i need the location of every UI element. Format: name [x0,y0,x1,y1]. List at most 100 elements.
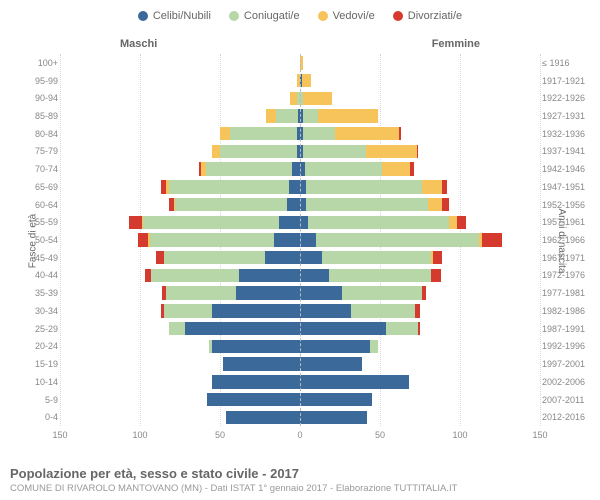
age-label: 35-39 [18,288,58,298]
x-tick-label: 100 [132,430,147,440]
age-label: 15-19 [18,359,58,369]
male-bar [156,251,300,264]
age-label: 40-44 [18,270,58,280]
age-label: 30-34 [18,306,58,316]
legend-swatch [138,11,148,21]
bar-segment [431,269,441,282]
birth-year-label: 1977-1981 [542,288,598,298]
male-bar [220,127,300,140]
bar-segment [370,340,378,353]
x-tick-label: 100 [452,430,467,440]
bar-segment [303,145,365,158]
birth-year-label: 1922-1926 [542,93,598,103]
female-bar [300,286,426,299]
bar-segment [292,162,300,175]
bar-segment [300,216,308,229]
bar-segment [287,198,300,211]
legend-label: Coniugati/e [244,10,300,22]
age-label: 95-99 [18,76,58,86]
birth-year-label: 1987-1991 [542,324,598,334]
bar-segment [220,145,297,158]
bar-segment [212,375,300,388]
bar-segment [449,216,457,229]
age-label: 100+ [18,58,58,68]
bar-segment [300,411,367,424]
age-label: 55-59 [18,217,58,227]
legend-item: Divorziati/e [393,10,462,22]
age-label: 60-64 [18,200,58,210]
female-bar [300,198,449,211]
bar-segment [169,322,185,335]
birth-year-label: 1957-1961 [542,217,598,227]
bar-segment [303,92,332,105]
female-bar [300,304,420,317]
x-tick-label: 50 [375,430,385,440]
bar-segment [399,127,401,140]
bar-segment [428,198,442,211]
bar-segment [151,269,239,282]
bar-segment [306,180,421,193]
footer-subtitle: COMUNE DI RIVAROLO MANTOVANO (MN) - Dati… [10,483,590,494]
bar-segment [300,340,370,353]
male-bar [129,216,300,229]
x-axis-labels: 15010050050100150 [60,430,540,444]
birth-year-label: 1972-1976 [542,270,598,280]
bar-segment [342,286,422,299]
bar-segment [300,251,322,264]
male-bar [226,411,300,424]
birth-year-label: 1942-1946 [542,164,598,174]
male-bar [169,198,300,211]
birth-year-label: 1932-1936 [542,129,598,139]
female-bar [300,393,372,406]
female-bar [300,269,441,282]
male-bar [266,109,300,122]
bar-segment [143,216,279,229]
legend-label: Celibi/Nubili [153,10,211,22]
age-label: 10-14 [18,377,58,387]
bar-segment [382,162,411,175]
birth-year-label: ≤ 1916 [542,58,598,68]
bar-segment [415,304,420,317]
female-side-label: Femmine [432,38,480,50]
male-bar [212,375,300,388]
bar-segment [220,127,230,140]
age-label: 65-69 [18,182,58,192]
bar-segment [418,322,420,335]
birth-year-label: 2007-2011 [542,395,598,405]
male-bar [212,145,300,158]
female-bar [300,375,409,388]
age-label: 90-94 [18,93,58,103]
bar-segment [300,286,342,299]
birth-year-label: 1947-1951 [542,182,598,192]
bar-segment [302,74,312,87]
bar-segment [212,304,300,317]
bar-segment [305,162,382,175]
birth-year-label: 1982-1986 [542,306,598,316]
bar-segment [300,304,351,317]
bar-segment [129,216,142,229]
x-tick-label: 50 [215,430,225,440]
male-bar [223,357,300,370]
bar-segment [164,304,212,317]
bar-segment [212,145,220,158]
bar-segment [303,127,335,140]
female-bar [300,216,466,229]
bar-segment [300,375,409,388]
x-tick-label: 150 [52,430,67,440]
bar-segment [150,233,275,246]
male-bar [162,286,300,299]
bar-segment [279,216,300,229]
female-bar [300,411,367,424]
x-tick-label: 0 [297,430,302,440]
bar-segment [300,269,329,282]
male-bar [145,269,300,282]
age-label: 85-89 [18,111,58,121]
bar-segment [300,357,362,370]
population-pyramid-chart: Maschi Femmine Fasce di età Anni di nasc… [0,34,600,448]
female-bar [300,127,401,140]
bar-segment [175,198,287,211]
female-bar [300,322,420,335]
bar-segment [236,286,300,299]
bar-segment [335,127,399,140]
legend-item: Celibi/Nubili [138,10,211,22]
